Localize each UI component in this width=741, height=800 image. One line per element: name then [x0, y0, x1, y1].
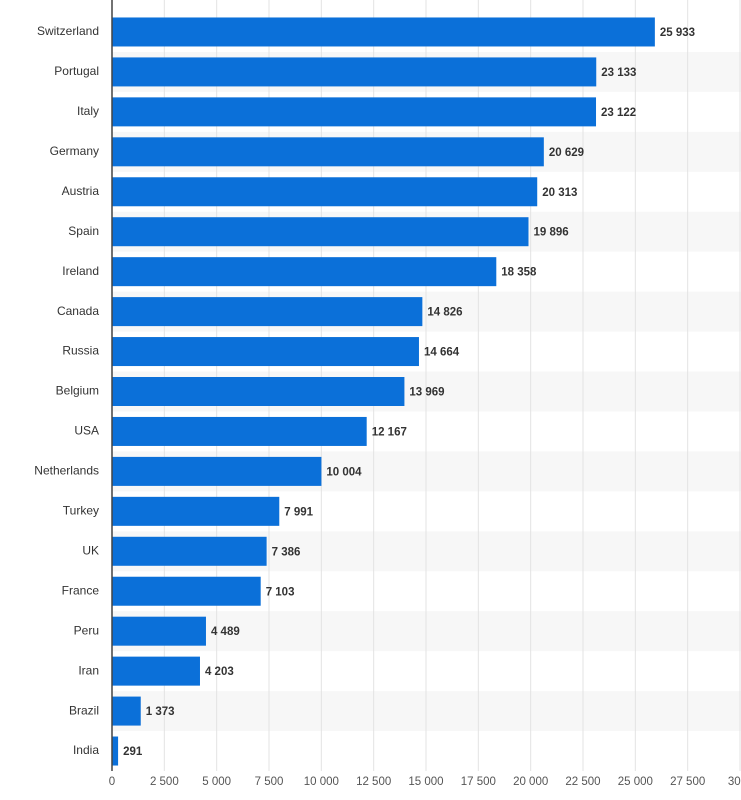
- x-tick-label: 10 000: [304, 776, 339, 788]
- y-tick-label: Spain: [68, 224, 99, 238]
- y-tick-label: Peru: [74, 623, 99, 637]
- x-tick-label: 17 500: [461, 776, 496, 788]
- y-tick-label: Netherlands: [34, 464, 99, 478]
- bar: [112, 696, 141, 726]
- x-tick-label: 12 500: [356, 776, 391, 788]
- y-tick-label: Germany: [50, 144, 99, 158]
- bar: [112, 656, 200, 686]
- value-label: 7 386: [272, 546, 301, 558]
- bar: [112, 257, 497, 287]
- value-label: 7 991: [284, 506, 313, 518]
- x-tick-label: 22 500: [565, 776, 600, 788]
- bar: [112, 297, 423, 327]
- x-tick-label: 5 000: [202, 776, 231, 788]
- bar: [112, 416, 367, 446]
- value-label: 14 826: [427, 307, 462, 319]
- y-tick-label: India: [73, 743, 99, 757]
- value-label: 4 203: [205, 666, 234, 678]
- value-label: 14 664: [424, 347, 460, 359]
- bar: [112, 217, 529, 247]
- value-label: 12 167: [372, 426, 407, 438]
- y-tick-label: Canada: [57, 304, 99, 318]
- value-label: 25 933: [660, 27, 695, 39]
- bar: [112, 616, 206, 646]
- x-tick-label: 30…: [728, 776, 741, 788]
- y-tick-label: Brazil: [69, 703, 99, 717]
- x-tick-label: 2 500: [150, 776, 179, 788]
- y-tick-label: UK: [82, 543, 99, 557]
- bar: [112, 536, 267, 566]
- bar: [112, 137, 544, 167]
- y-tick-label: Turkey: [63, 504, 99, 518]
- bar: [112, 377, 405, 406]
- value-label: 23 122: [601, 107, 636, 119]
- x-tick-label: 0: [109, 776, 115, 788]
- bar: [112, 17, 655, 47]
- y-tick-label: Austria: [62, 184, 100, 198]
- bar: [112, 57, 597, 87]
- x-tick-label: 15 000: [408, 776, 443, 788]
- bar: [112, 456, 322, 486]
- y-tick-label: France: [62, 583, 100, 597]
- value-label: 20 629: [549, 147, 584, 159]
- x-tick-label: 20 000: [513, 776, 548, 788]
- x-tick-label: 25 000: [618, 776, 653, 788]
- value-label: 19 896: [533, 227, 568, 239]
- y-tick-label: Switzerland: [37, 24, 99, 38]
- bar: [112, 337, 419, 367]
- value-label: 10 004: [326, 466, 362, 478]
- x-tick-label: 7 500: [255, 776, 284, 788]
- value-label: 291: [123, 746, 143, 758]
- y-tick-label: Belgium: [56, 384, 99, 398]
- bar: [112, 177, 538, 207]
- bar: [112, 97, 597, 127]
- value-label: 23 133: [601, 67, 636, 79]
- value-label: 20 313: [542, 187, 577, 199]
- bar: [112, 736, 119, 766]
- value-label: 4 489: [211, 626, 240, 638]
- y-tick-label: Iran: [78, 663, 99, 677]
- y-tick-label: Ireland: [62, 264, 99, 278]
- value-label: 1 373: [146, 706, 175, 718]
- value-label: 13 969: [409, 387, 444, 399]
- bar: [112, 496, 280, 526]
- bar: [112, 576, 261, 606]
- y-tick-label: USA: [74, 424, 99, 438]
- y-tick-label: Italy: [77, 104, 99, 118]
- y-tick-label: Portugal: [54, 64, 99, 78]
- x-tick-label: 27 500: [670, 776, 705, 788]
- value-label: 18 358: [501, 267, 537, 279]
- y-tick-label: Russia: [62, 344, 99, 358]
- value-label: 7 103: [266, 586, 295, 598]
